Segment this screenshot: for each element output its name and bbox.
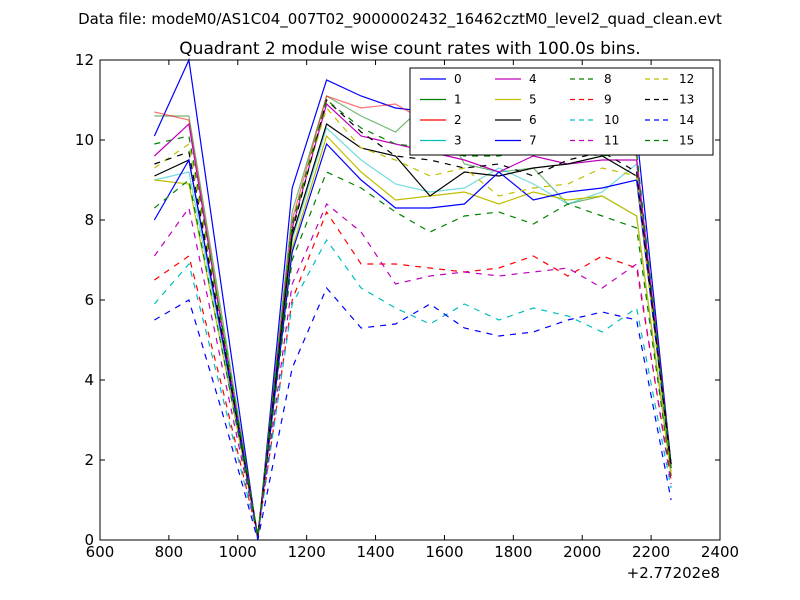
legend-label-11: 11 [604,134,619,148]
x-tick-label: 1000 [219,543,257,561]
legend-label-2: 2 [454,113,462,127]
series-line-14 [154,286,672,541]
y-tick-label: 12 [75,51,94,69]
x-tick-label: 1400 [356,543,394,561]
x-tick-label: 2400 [701,543,739,561]
legend-label-12: 12 [679,72,694,86]
legend-label-0: 0 [454,72,462,86]
legend-label-7: 7 [529,134,537,148]
x-tick-label: 1600 [425,543,463,561]
legend-label-4: 4 [529,72,537,86]
chart-suptitle: Data file: modeM0/AS1C04_007T02_90000024… [78,10,722,29]
legend-label-15: 15 [679,134,694,148]
x-tick-label: 800 [155,543,184,561]
series-line-8 [154,171,672,537]
x-tick-label: 1800 [494,543,532,561]
x-tick-label: 2000 [563,543,601,561]
y-tick-label: 8 [84,211,94,229]
legend-box [409,67,714,156]
y-tick-label: 10 [75,131,94,149]
legend-label-3: 3 [454,134,462,148]
series-line-13 [154,98,672,537]
series-line-11 [153,203,672,537]
series-line-9 [154,210,672,537]
x-tick-label: 2200 [632,543,670,561]
x-tick-label: 600 [86,543,115,561]
y-tick-label: 4 [84,371,94,389]
series-line-15 [154,98,672,537]
series-layer [153,57,672,541]
legend-label-5: 5 [529,93,537,107]
y-tick-label: 2 [84,451,94,469]
legend-label-8: 8 [604,72,612,86]
x-tick-label: 1200 [288,543,326,561]
legend-label-6: 6 [529,113,537,127]
y-tick-label: 0 [84,531,94,549]
legend-label-9: 9 [604,93,612,107]
y-tick-label: 6 [84,291,94,309]
x-offset-label: +2.77202e8 [627,564,720,582]
axes-layer: 600 800 1000 1200 1400 1600 1800 2000 2200 2400 0 2… [75,51,739,561]
series-line-10 [153,238,672,537]
legend-label-13: 13 [679,93,694,107]
chart-title: Quadrant 2 module wise count rates with … [179,39,640,59]
legend-label-1: 1 [454,93,462,107]
legend-label-10: 10 [604,113,619,127]
legend-label-14: 14 [679,113,694,127]
